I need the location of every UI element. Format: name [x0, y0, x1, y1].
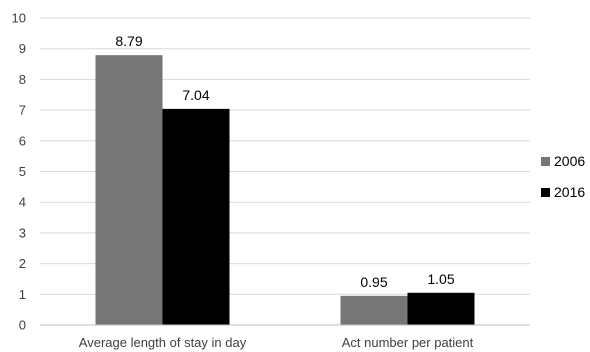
bars — [95, 55, 475, 325]
data-label: 0.95 — [360, 274, 387, 290]
y-tick-label: 10 — [12, 11, 26, 26]
y-tick-label: 5 — [19, 164, 26, 179]
legend-swatch-2016 — [541, 188, 550, 197]
data-label: 8.79 — [115, 33, 142, 49]
y-tick-label: 1 — [19, 287, 26, 302]
bar-2016-0 — [162, 108, 230, 325]
bar-2006-0 — [95, 55, 163, 325]
y-tick-label: 6 — [19, 133, 26, 148]
bar-2006-1 — [340, 295, 408, 325]
y-tick-label: 7 — [19, 103, 26, 118]
legend: 2006 2016 — [541, 153, 585, 200]
data-label: 1.05 — [427, 271, 454, 287]
legend-label: 2016 — [554, 184, 585, 200]
y-tick-label: 4 — [19, 195, 26, 210]
y-tick-label: 8 — [19, 72, 26, 87]
data-labels: 8.79 7.04 0.95 1.05 — [115, 33, 454, 290]
x-category-label: Average length of stay in day — [79, 335, 247, 350]
bar-2016-1 — [407, 292, 475, 325]
legend-label: 2006 — [554, 153, 585, 169]
data-label: 7.04 — [182, 87, 209, 103]
y-tick-label: 3 — [19, 225, 26, 240]
legend-swatch-2006 — [541, 157, 550, 166]
y-axis-tick-labels: 0 1 2 3 4 5 6 7 8 9 10 — [12, 11, 26, 333]
y-tick-label: 0 — [19, 318, 26, 333]
y-tick-label: 9 — [19, 41, 26, 56]
y-tick-label: 2 — [19, 256, 26, 271]
x-category-label: Act number per patient — [342, 335, 474, 350]
x-axis-category-labels: Average length of stay in day Act number … — [79, 335, 474, 350]
